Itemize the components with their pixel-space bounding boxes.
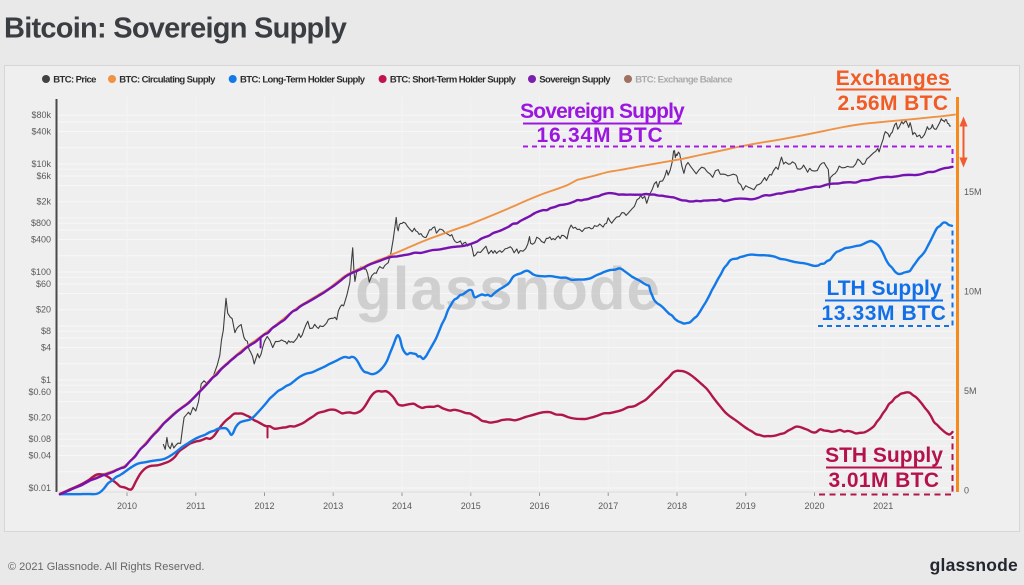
svg-text:© 2021 Glassnode. All Rights R: © 2021 Glassnode. All Rights Reserved. xyxy=(8,561,204,573)
svg-text:2019: 2019 xyxy=(736,501,756,511)
svg-text:2017: 2017 xyxy=(598,501,618,511)
svg-text:$400: $400 xyxy=(31,235,51,245)
svg-text:0: 0 xyxy=(964,486,969,496)
svg-text:$0.04: $0.04 xyxy=(28,451,51,461)
svg-text:Sovereign Supply: Sovereign Supply xyxy=(520,100,685,123)
svg-text:2014: 2014 xyxy=(392,501,412,511)
svg-text:2013: 2013 xyxy=(323,501,343,511)
svg-text:Exchanges: Exchanges xyxy=(836,67,951,90)
svg-text:Bitcoin: Sovereign Supply: Bitcoin: Sovereign Supply xyxy=(4,13,347,45)
svg-text:2021: 2021 xyxy=(873,501,893,511)
svg-text:10M: 10M xyxy=(964,287,982,297)
svg-text:$20: $20 xyxy=(36,305,51,315)
svg-text:2010: 2010 xyxy=(117,501,137,511)
svg-text:$60: $60 xyxy=(36,279,51,289)
svg-text:$80k: $80k xyxy=(31,110,51,120)
svg-text:STH Supply: STH Supply xyxy=(825,444,943,467)
svg-text:$10k: $10k xyxy=(31,159,51,169)
svg-text:BTC: Circulating Supply: BTC: Circulating Supply xyxy=(119,75,216,86)
svg-text:$1: $1 xyxy=(41,375,51,385)
svg-text:$0.01: $0.01 xyxy=(28,483,51,493)
svg-text:2011: 2011 xyxy=(186,501,205,511)
svg-text:$6k: $6k xyxy=(36,171,51,181)
svg-text:15M: 15M xyxy=(964,187,982,197)
svg-text:BTC: Short-Term Holder Supply: BTC: Short-Term Holder Supply xyxy=(390,75,517,86)
svg-text:$40k: $40k xyxy=(31,127,51,137)
svg-text:$4: $4 xyxy=(41,343,51,353)
svg-text:2015: 2015 xyxy=(461,501,481,511)
svg-text:5M: 5M xyxy=(964,386,977,396)
svg-text:$800: $800 xyxy=(31,218,51,228)
svg-text:2012: 2012 xyxy=(254,501,274,511)
svg-text:3.01M BTC: 3.01M BTC xyxy=(829,469,940,492)
svg-text:glassnode: glassnode xyxy=(355,256,661,323)
svg-text:$0.08: $0.08 xyxy=(28,434,51,444)
svg-text:2018: 2018 xyxy=(667,501,687,511)
svg-text:$8: $8 xyxy=(41,326,51,336)
svg-text:BTC: Price: BTC: Price xyxy=(53,75,96,86)
svg-text:2016: 2016 xyxy=(529,501,549,511)
svg-text:$0.20: $0.20 xyxy=(28,413,51,423)
svg-text:$2k: $2k xyxy=(36,197,51,207)
svg-text:LTH Supply: LTH Supply xyxy=(826,277,941,300)
svg-text:2.56M BTC: 2.56M BTC xyxy=(838,92,949,115)
svg-text:16.34M BTC: 16.34M BTC xyxy=(536,124,663,147)
svg-text:$0.60: $0.60 xyxy=(28,387,51,397)
svg-text:Sovereign Supply: Sovereign Supply xyxy=(539,75,611,86)
svg-text:2020: 2020 xyxy=(804,501,824,511)
svg-text:BTC: Long-Term Holder Supply: BTC: Long-Term Holder Supply xyxy=(240,75,366,86)
svg-text:BTC: Exchange Balance: BTC: Exchange Balance xyxy=(635,75,732,86)
svg-text:$100: $100 xyxy=(31,267,51,277)
svg-text:glassnode: glassnode xyxy=(930,555,1018,575)
svg-text:13.33M BTC: 13.33M BTC xyxy=(821,302,946,325)
